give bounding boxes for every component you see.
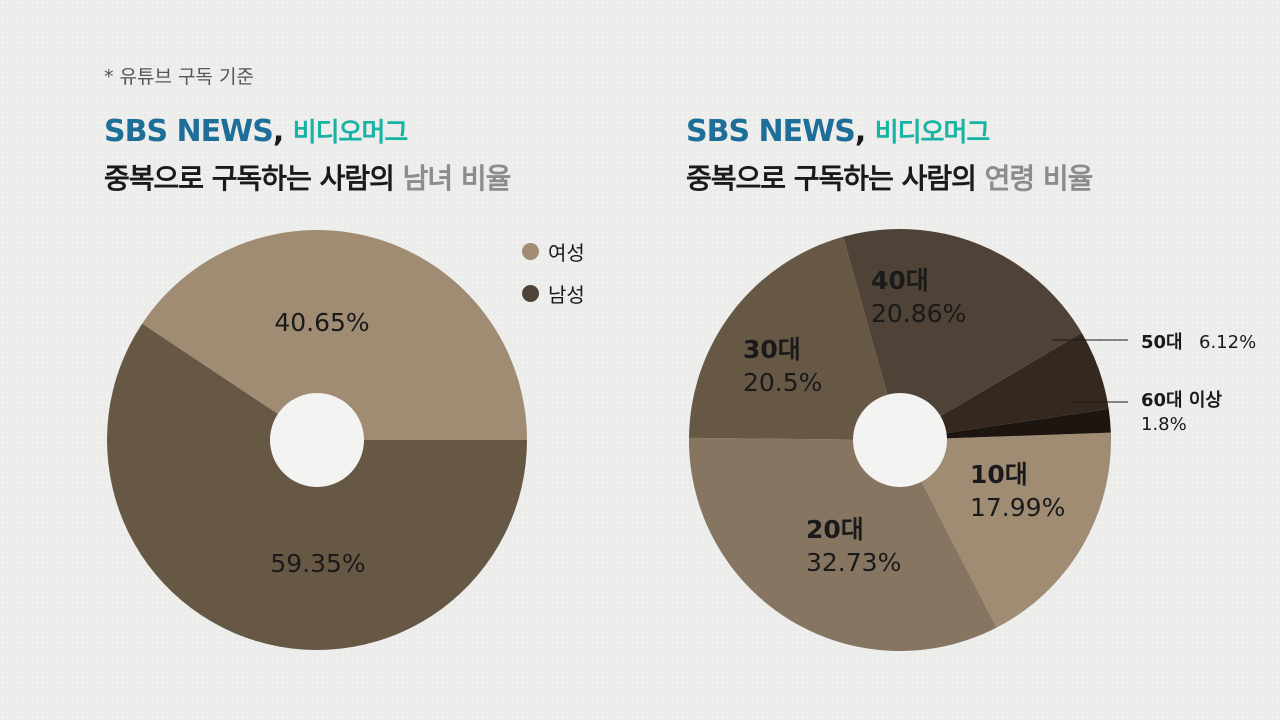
pie1-slice-4	[900, 332, 1109, 440]
legend-item-female: 여성	[522, 230, 585, 272]
footnote: * 유튜브 구독 기준	[104, 66, 254, 88]
pie1-value-label-3: 20.86%	[871, 299, 966, 328]
brand-logo: SBS NEWS, 비디오머그	[686, 114, 1092, 151]
left-headline-main: 중복으로 구독하는 사람의	[104, 162, 403, 195]
legend-dot-female	[522, 242, 539, 260]
legend-label-female: 여성	[548, 240, 585, 265]
brand-sbs: SBS NEWS	[104, 114, 274, 149]
legend-item-male: 남성	[522, 272, 585, 314]
pie1-slice-0	[900, 432, 1111, 628]
pie1-value-label-4: 6.12%	[1199, 332, 1256, 353]
left-header: SBS NEWS, 비디오머그 중복으로 구독하는 사람의 남녀 비율	[104, 114, 512, 199]
pie1-category-label-4: 50대	[1141, 332, 1183, 353]
brand-comma: ,	[854, 114, 866, 149]
pie1-slice-3	[843, 228, 1082, 440]
pie1-category-label-5: 60대 이상	[1141, 390, 1222, 411]
right-headline-main: 중복으로 구독하는 사람의	[686, 162, 985, 195]
brand-videomug: 비디오머그	[292, 118, 409, 148]
right-headline-highlight: 연령 비율	[984, 162, 1094, 195]
pie1-value-label-0: 17.99%	[970, 493, 1065, 522]
pie1-value-label-5: 1.8%	[1141, 414, 1187, 435]
pie1-category-label-1: 20대	[806, 515, 864, 544]
right-header: SBS NEWS, 비디오머그 중복으로 구독하는 사람의 연령 비율	[686, 114, 1094, 199]
right-headline: 중복으로 구독하는 사람의 연령 비율	[686, 159, 1094, 199]
pie1-slice-2	[689, 236, 900, 440]
pie1-category-label-3: 40대	[871, 266, 929, 295]
legend-dot-male	[522, 284, 539, 302]
pie1-slice-5	[900, 408, 1111, 440]
pie1-center-hole	[853, 393, 947, 487]
brand-sbs: SBS NEWS	[686, 114, 856, 149]
pie0-center-hole	[270, 393, 364, 487]
pie1-category-label-2: 30대	[743, 335, 801, 364]
pie0-slice-0	[142, 230, 528, 440]
legend-label-male: 남성	[548, 282, 585, 307]
brand-logo: SBS NEWS, 비디오머그	[104, 114, 510, 151]
pie0-label-male: 59.35%	[270, 549, 365, 578]
pie1-slice-1	[689, 437, 997, 651]
gender-legend: 여성 남성	[522, 230, 585, 314]
brand-comma: ,	[272, 114, 284, 149]
left-headline-highlight: 남녀 비율	[402, 162, 512, 195]
pie1-category-label-0: 10대	[970, 460, 1028, 489]
pie1-value-label-2: 20.5%	[743, 368, 822, 397]
left-headline: 중복으로 구독하는 사람의 남녀 비율	[104, 159, 512, 199]
brand-videomug: 비디오머그	[874, 118, 991, 148]
pie0-label-female: 40.65%	[274, 308, 369, 337]
pie1-value-label-1: 32.73%	[806, 548, 901, 577]
